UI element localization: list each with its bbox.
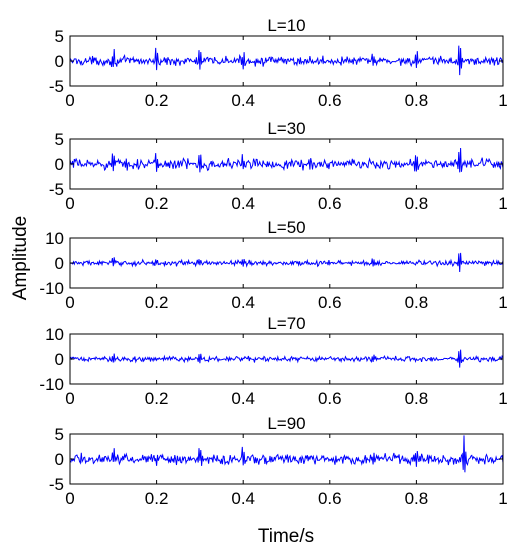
x-tick-label: 0.6 [318,489,342,508]
x-tick-label: 0.4 [231,489,255,508]
subplot-title: L=10 [267,16,305,35]
signal-line [69,349,504,368]
y-axis-label: Amplitude [10,216,31,301]
x-tick-label: 0.6 [318,194,342,213]
x-tick-label: 0 [65,194,74,213]
subplot-title: L=90 [267,414,305,433]
x-tick-label: 1 [498,91,507,110]
y-tick-label: 0 [55,254,64,273]
x-tick-label: 0 [65,389,74,408]
subplot-title: L=70 [267,314,305,333]
x-tick-label: 0.6 [318,91,342,110]
y-tick-label: 0 [55,450,64,469]
x-tick-label: 0.2 [145,489,169,508]
x-tick-label: 0.8 [405,293,429,312]
y-tick-label: 5 [55,27,64,46]
x-tick-label: 0.8 [405,389,429,408]
x-tick-label: 1 [498,389,507,408]
x-tick-label: 0.4 [231,389,255,408]
x-tick-label: 0.2 [145,194,169,213]
subplot-title: L=30 [267,119,305,138]
subplot-1: L=100 0.2 0.4 0.6 0.8 150-5 [49,16,508,110]
x-tick-label: 0.6 [318,293,342,312]
y-tick-label: 0 [55,155,64,174]
x-tick-label: 0.2 [145,91,169,110]
subplot-title: L=50 [267,218,305,237]
signal-line [69,147,504,173]
x-tick-label: 0 [65,489,74,508]
subplot-5: L=900 0.2 0.4 0.6 0.8 150-5 [49,414,508,508]
x-tick-label: 1 [498,293,507,312]
x-tick-label: 0 [65,293,74,312]
x-tick-label: 1 [498,489,507,508]
y-tick-label: -10 [39,279,64,298]
x-tick-label: 0.8 [405,194,429,213]
y-tick-label: 5 [55,130,64,149]
signal-line [69,45,504,76]
subplot-panels: L=100 0.2 0.4 0.6 0.8 150-5L=300 0.2 0.4 0.6 0.8 1… [39,16,507,508]
y-tick-label: -10 [39,375,64,394]
x-tick-label: 0.4 [231,293,255,312]
signal-line [69,435,504,473]
x-tick-label: 1 [498,194,507,213]
x-tick-label: 0.2 [145,389,169,408]
x-tick-label: 0 [65,91,74,110]
y-tick-label: 10 [45,229,64,248]
y-tick-label: -5 [49,475,64,494]
x-tick-label: 0.4 [231,91,255,110]
x-tick-label: 0.8 [405,489,429,508]
y-tick-label: 10 [45,325,64,344]
x-tick-label: 0.2 [145,293,169,312]
x-tick-label: 0.8 [405,91,429,110]
x-tick-label: 0.6 [318,389,342,408]
y-tick-label: -5 [49,77,64,96]
x-tick-label: 0.4 [231,194,255,213]
y-tick-label: 0 [55,350,64,369]
subplot-2: L=300 0.2 0.4 0.6 0.8 150-5 [49,119,508,213]
x-axis-label: Time/s [258,526,314,547]
y-tick-label: -5 [49,180,64,199]
signal-line [69,252,504,273]
y-tick-label: 5 [55,425,64,444]
y-tick-label: 0 [55,52,64,71]
